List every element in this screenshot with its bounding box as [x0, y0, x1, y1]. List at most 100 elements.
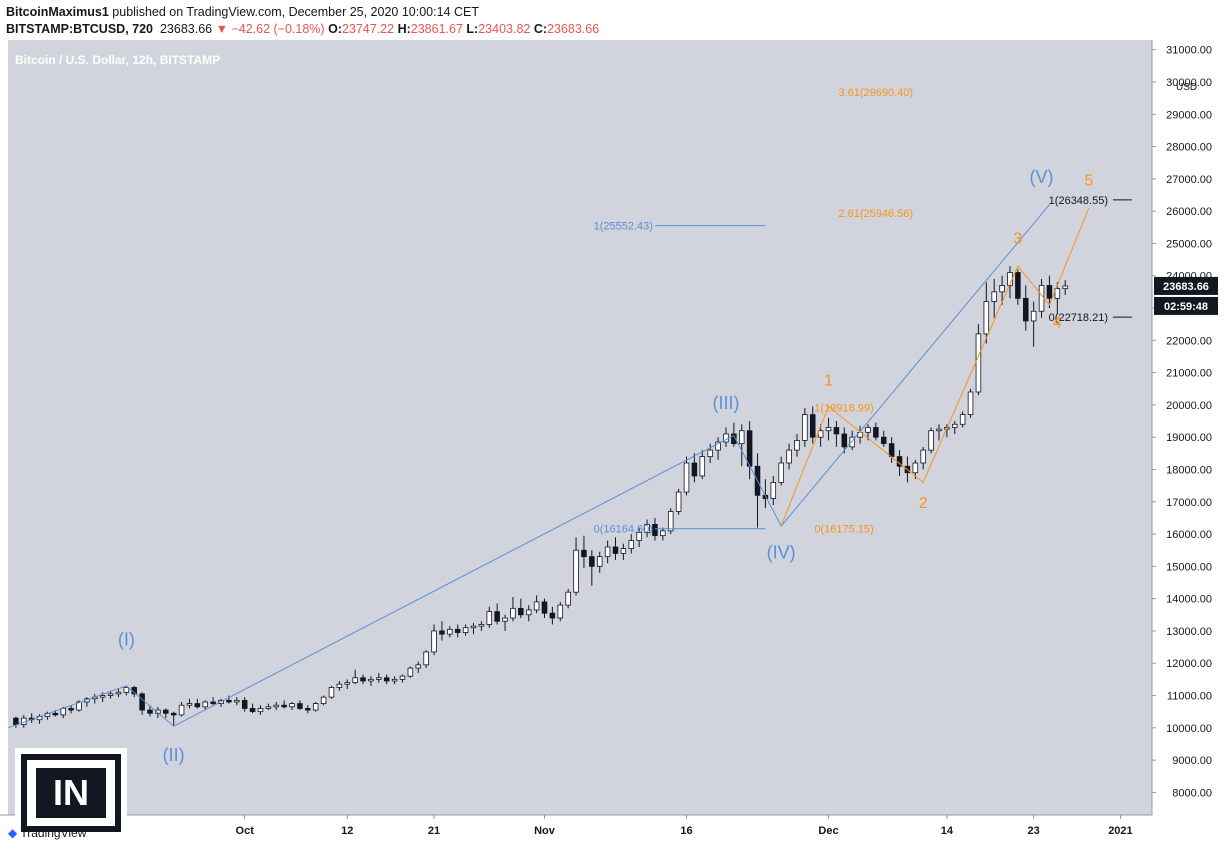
candle: [565, 588, 571, 609]
candle-body: [431, 630, 437, 653]
candle-body: [1030, 310, 1037, 322]
candle-body: [494, 611, 500, 622]
candle-body: [809, 414, 816, 438]
candle-body: [76, 701, 82, 711]
candle: [975, 324, 982, 396]
candle: [376, 672, 382, 683]
candle: [951, 421, 958, 434]
candle: [667, 508, 674, 535]
candle: [825, 417, 832, 441]
blue-wave-label: (II): [163, 745, 185, 765]
y-tick-label: 25000.00: [1166, 238, 1212, 250]
y-tick-label: 13000.00: [1166, 626, 1212, 638]
fib-orange-label: 3.61(29690.40): [838, 87, 913, 99]
candle-body: [368, 678, 374, 682]
plot-area: [8, 40, 1152, 815]
publication-line: BitcoinMaximus1 published on TradingView…: [6, 5, 479, 19]
candle-body: [999, 285, 1005, 293]
candle-body: [163, 709, 169, 714]
candle-body: [936, 428, 942, 432]
y-tick-label: 17000.00: [1166, 497, 1212, 509]
low-value: 23403.82: [478, 22, 531, 36]
candle-body: [68, 708, 74, 711]
candle-body: [391, 678, 398, 682]
y-tick-label: 27000.00: [1166, 174, 1212, 186]
candle: [525, 605, 532, 622]
candle: [249, 703, 256, 714]
candle: [691, 453, 698, 483]
x-tick-label: Oct: [236, 825, 255, 837]
candle-body: [147, 709, 153, 714]
candle: [360, 674, 366, 685]
candle-body: [549, 612, 556, 619]
candle-body: [951, 423, 958, 428]
candle-body: [738, 430, 745, 445]
y-tick-label: 29000.00: [1166, 109, 1212, 121]
candle-body: [407, 667, 414, 677]
tradingview-icon: ◆: [8, 826, 18, 840]
y-tick-label: 9000.00: [1172, 755, 1212, 767]
candle: [620, 543, 627, 560]
candle-body: [691, 462, 698, 477]
candle: [518, 598, 524, 619]
candle: [431, 624, 437, 656]
candle-body: [439, 630, 445, 635]
candle: [683, 456, 690, 496]
candle-body: [817, 430, 824, 438]
candle: [533, 595, 540, 614]
candle: [486, 606, 493, 628]
fib-blue-label: 0(16164.60): [594, 524, 653, 536]
chart-title: Bitcoin / U.S. Dollar, 12h, BITSTAMP: [15, 53, 220, 67]
candle-body: [399, 675, 406, 680]
candle-body: [383, 677, 390, 682]
candle-body: [99, 695, 106, 698]
candle-body: [336, 683, 343, 688]
candle-body: [660, 530, 666, 537]
tradingview-text: TradingView: [20, 826, 87, 840]
candle: [1054, 282, 1061, 315]
candle-body: [786, 449, 792, 464]
candle-body: [667, 511, 674, 532]
candle-body: [107, 693, 114, 696]
candle: [549, 606, 556, 625]
candle: [510, 597, 516, 622]
candle-body: [707, 449, 713, 457]
x-tick-label: Dec: [818, 825, 838, 837]
candle: [265, 703, 272, 711]
candle-body: [991, 291, 997, 302]
candle: [573, 537, 579, 596]
candle-body: [194, 703, 201, 708]
published-text: published on TradingView.com, December 2…: [112, 5, 479, 19]
blue-wave-line: [7, 204, 1050, 729]
candle-body: [234, 699, 240, 703]
open-value: 23747.22: [341, 22, 395, 36]
y-tick-label: 20000.00: [1166, 400, 1212, 412]
candle-body: [912, 462, 919, 474]
fib-orange-label: 1(19918.99): [814, 403, 873, 415]
y-tick-label: 31000.00: [1166, 45, 1212, 57]
candle: [983, 282, 990, 344]
candle: [178, 701, 185, 717]
price-chart[interactable]: Bitcoin / U.S. Dollar, 12h, BITSTAMP USD…: [0, 40, 1226, 852]
ohlc-line: BITSTAMP:BTCUSD, 720 23683.66 ▼ −42.62 (…: [6, 22, 599, 36]
y-tick-label: 26000.00: [1166, 206, 1212, 218]
tradingview-logo[interactable]: ◆ TradingView: [8, 826, 86, 840]
candle-body: [541, 601, 548, 614]
candle-body: [620, 548, 627, 554]
candle-body: [604, 546, 611, 558]
countdown-badge: [1154, 296, 1218, 315]
candle-body: [880, 436, 887, 445]
candle-body: [778, 462, 784, 483]
candle-body: [794, 440, 800, 451]
candle-body: [376, 677, 382, 680]
candle: [778, 456, 784, 486]
candle-body: [699, 456, 706, 477]
candle: [68, 705, 74, 714]
candle: [352, 669, 358, 685]
candle: [312, 701, 319, 712]
open-label: O:: [328, 22, 342, 36]
candle-body: [344, 682, 351, 685]
candle: [415, 661, 422, 673]
candle: [123, 685, 130, 696]
candle: [991, 278, 997, 318]
